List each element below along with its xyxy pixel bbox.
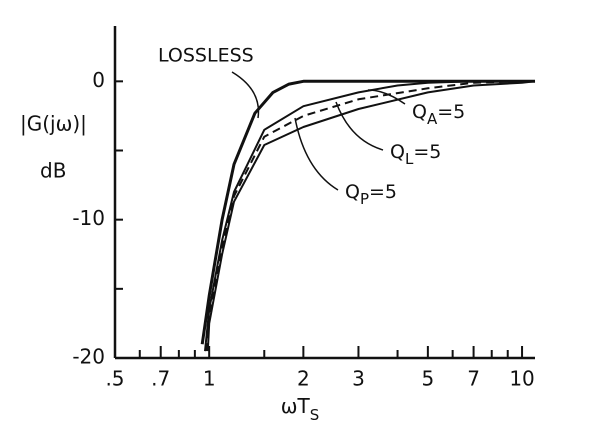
series-label: QP=5 bbox=[345, 181, 397, 208]
line bbox=[205, 80, 535, 352]
y-tick-label: -10 bbox=[72, 206, 105, 230]
series-label-main: Q bbox=[390, 141, 405, 163]
y-axis-unit: dB bbox=[40, 159, 66, 183]
line bbox=[200, 79, 535, 345]
series-label-sub: L bbox=[405, 150, 414, 168]
x-axis-label: ωTS bbox=[281, 394, 320, 424]
x-tick-label: .7 bbox=[151, 367, 170, 391]
series-label-sub: A bbox=[427, 110, 438, 128]
y-tick-label: -20 bbox=[72, 345, 105, 369]
line bbox=[206, 80, 536, 352]
x-tick-label: 7 bbox=[467, 367, 480, 391]
series-label-rest: =5 bbox=[413, 141, 441, 163]
x-axis-label-sub: S bbox=[310, 406, 320, 424]
line bbox=[204, 80, 535, 352]
leader-line bbox=[231, 71, 260, 119]
series-label-sub: P bbox=[360, 190, 369, 208]
x-tick-label: 10 bbox=[509, 367, 534, 391]
series-label-rest: =5 bbox=[369, 181, 397, 203]
x-tick-label: .5 bbox=[105, 367, 124, 391]
series-label: LOSSLESS bbox=[158, 45, 254, 67]
x-axis-label-main: ωT bbox=[281, 394, 311, 418]
series-label: QL=5 bbox=[390, 141, 441, 168]
x-tick-label: 5 bbox=[422, 367, 435, 391]
leader-line bbox=[335, 101, 384, 151]
leader-line bbox=[294, 117, 339, 191]
series-label-main: Q bbox=[345, 181, 360, 203]
y-axis-label: |G(jω)| bbox=[20, 112, 87, 136]
x-tick-label: 1 bbox=[203, 367, 216, 391]
series-label-rest: =5 bbox=[437, 101, 465, 123]
series-label-main: Q bbox=[412, 101, 427, 123]
x-tick-label: 2 bbox=[297, 367, 310, 391]
series-label: QA=5 bbox=[412, 101, 465, 128]
x-tick-label: 3 bbox=[352, 367, 365, 391]
y-tick-label: 0 bbox=[92, 68, 105, 92]
